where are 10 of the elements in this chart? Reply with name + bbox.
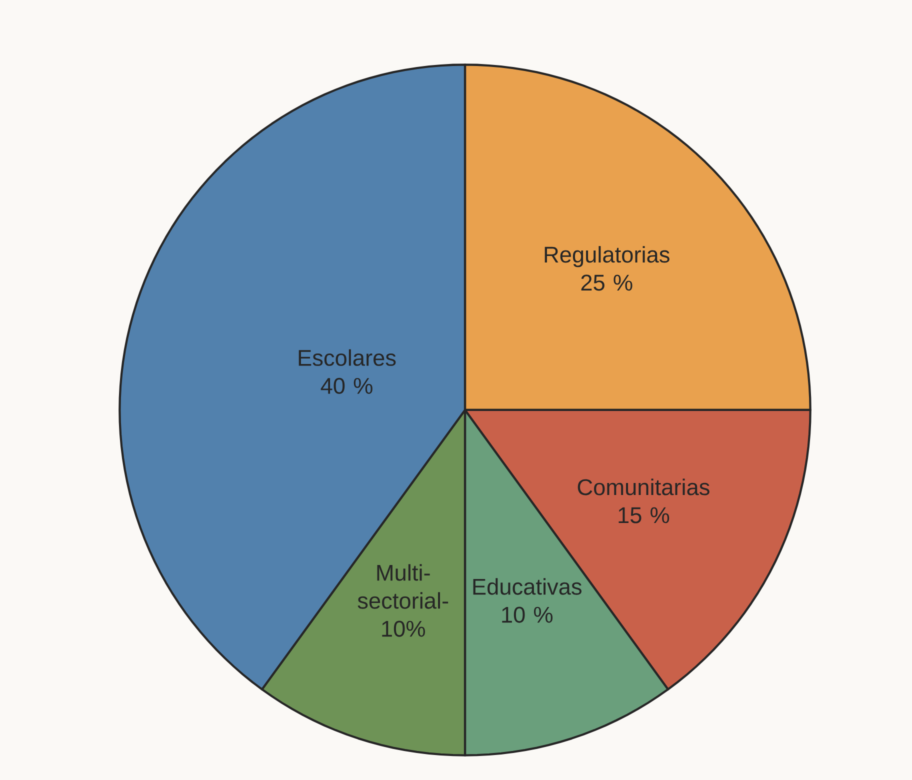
slice-label: Educativas	[473, 578, 582, 595]
data-label: 15 %	[618, 507, 670, 524]
slice-label: Multi-sectorial-	[358, 564, 448, 609]
slice-label: Escolares	[298, 349, 396, 366]
data-label: 10 %	[502, 606, 553, 623]
slice-label: Regulatorias	[544, 246, 670, 268]
data-label: 40 %	[320, 378, 372, 394]
data-label: 10%	[382, 620, 425, 637]
data-label: 25 %	[581, 274, 632, 291]
slice-label: Comunitarias	[578, 478, 710, 496]
